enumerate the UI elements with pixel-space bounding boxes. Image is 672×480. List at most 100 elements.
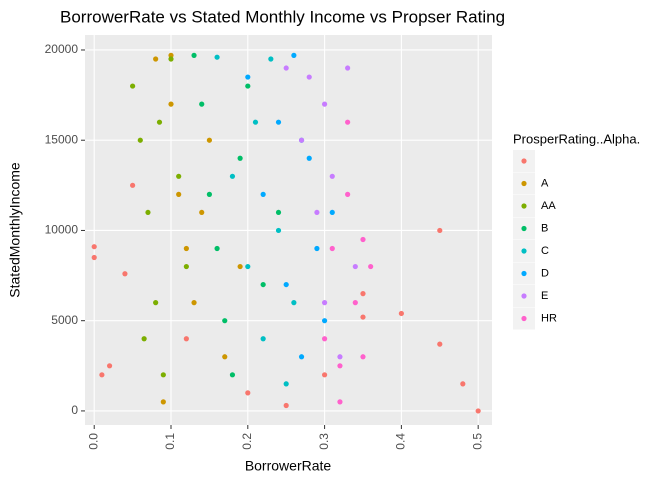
point	[176, 191, 182, 197]
point	[260, 191, 266, 197]
legend-swatch	[521, 293, 527, 299]
point	[275, 119, 282, 125]
point	[214, 245, 220, 252]
point	[460, 381, 466, 387]
point	[91, 254, 97, 261]
legend-swatch	[521, 315, 527, 322]
y-axis-title: StatedMonthlyIncome	[7, 162, 23, 298]
point	[168, 52, 174, 58]
point	[360, 314, 366, 320]
legend-label: HR	[541, 312, 557, 324]
point	[206, 191, 213, 197]
point	[191, 52, 197, 58]
legend-label: C	[541, 245, 549, 257]
point	[291, 300, 297, 306]
point	[329, 209, 335, 216]
point	[191, 300, 197, 306]
point	[321, 300, 328, 306]
point	[337, 354, 343, 360]
point	[329, 245, 335, 252]
legend-swatch	[521, 203, 527, 209]
point	[199, 209, 205, 216]
point	[283, 402, 289, 409]
point	[314, 209, 320, 216]
y-tick-label: 5000	[51, 313, 78, 327]
point	[329, 173, 335, 179]
legend-swatch	[521, 180, 527, 187]
point	[91, 244, 97, 250]
point	[106, 363, 113, 369]
point	[306, 155, 312, 161]
point	[156, 119, 163, 125]
x-tick-label: 0.4	[394, 433, 408, 450]
legend-swatch	[521, 158, 527, 164]
point	[360, 236, 366, 243]
point	[141, 336, 147, 342]
point	[245, 74, 251, 80]
point	[153, 300, 159, 306]
point	[291, 52, 297, 58]
point	[168, 101, 174, 107]
point	[321, 318, 328, 324]
point	[229, 173, 236, 179]
point	[145, 209, 151, 216]
point	[475, 408, 481, 414]
point	[398, 310, 404, 317]
legend-title: ProsperRating..Alpha.	[513, 131, 640, 146]
point	[345, 119, 351, 125]
point	[168, 56, 174, 62]
point	[206, 137, 213, 143]
legend-label: E	[541, 290, 548, 302]
point	[183, 263, 189, 270]
point	[122, 271, 128, 277]
legend-label: D	[541, 267, 549, 279]
point	[437, 341, 443, 347]
point	[222, 318, 228, 324]
point	[360, 354, 366, 360]
point	[283, 281, 289, 288]
point	[245, 390, 251, 396]
point	[283, 381, 289, 387]
point	[183, 245, 189, 252]
point	[352, 300, 358, 306]
y-tick-label: 10000	[45, 223, 79, 237]
point	[306, 74, 312, 80]
point	[275, 209, 282, 216]
x-tick-label: 0.2	[240, 433, 254, 450]
point	[260, 281, 266, 288]
point	[214, 54, 220, 60]
point	[245, 83, 251, 89]
point	[314, 245, 320, 252]
y-tick-label: 15000	[45, 132, 79, 146]
point	[360, 291, 366, 297]
point	[160, 399, 166, 405]
point	[321, 336, 328, 342]
legend-label: B	[541, 222, 548, 234]
x-tick-label: 0.1	[163, 433, 177, 450]
point	[337, 363, 343, 369]
point	[260, 336, 266, 342]
point	[137, 137, 143, 143]
point	[298, 354, 305, 360]
x-tick-label: 0.5	[470, 433, 484, 450]
point	[298, 137, 305, 143]
point	[153, 56, 159, 62]
point	[237, 155, 243, 161]
x-axis-title: BorrowerRate	[245, 458, 332, 474]
legend-label: AA	[541, 200, 556, 212]
point	[176, 173, 182, 179]
y-tick-label: 20000	[45, 42, 79, 56]
point	[237, 263, 243, 270]
chart-title: BorrowerRate vs Stated Monthly Income vs…	[60, 7, 505, 26]
point	[245, 263, 251, 270]
point	[130, 182, 136, 188]
legend-label: A	[541, 177, 549, 189]
point	[275, 227, 282, 234]
y-tick-label: 0	[71, 403, 78, 417]
x-tick-label: 0.3	[317, 433, 331, 450]
legend-swatch	[521, 225, 527, 232]
point	[337, 399, 343, 405]
point	[99, 372, 105, 378]
